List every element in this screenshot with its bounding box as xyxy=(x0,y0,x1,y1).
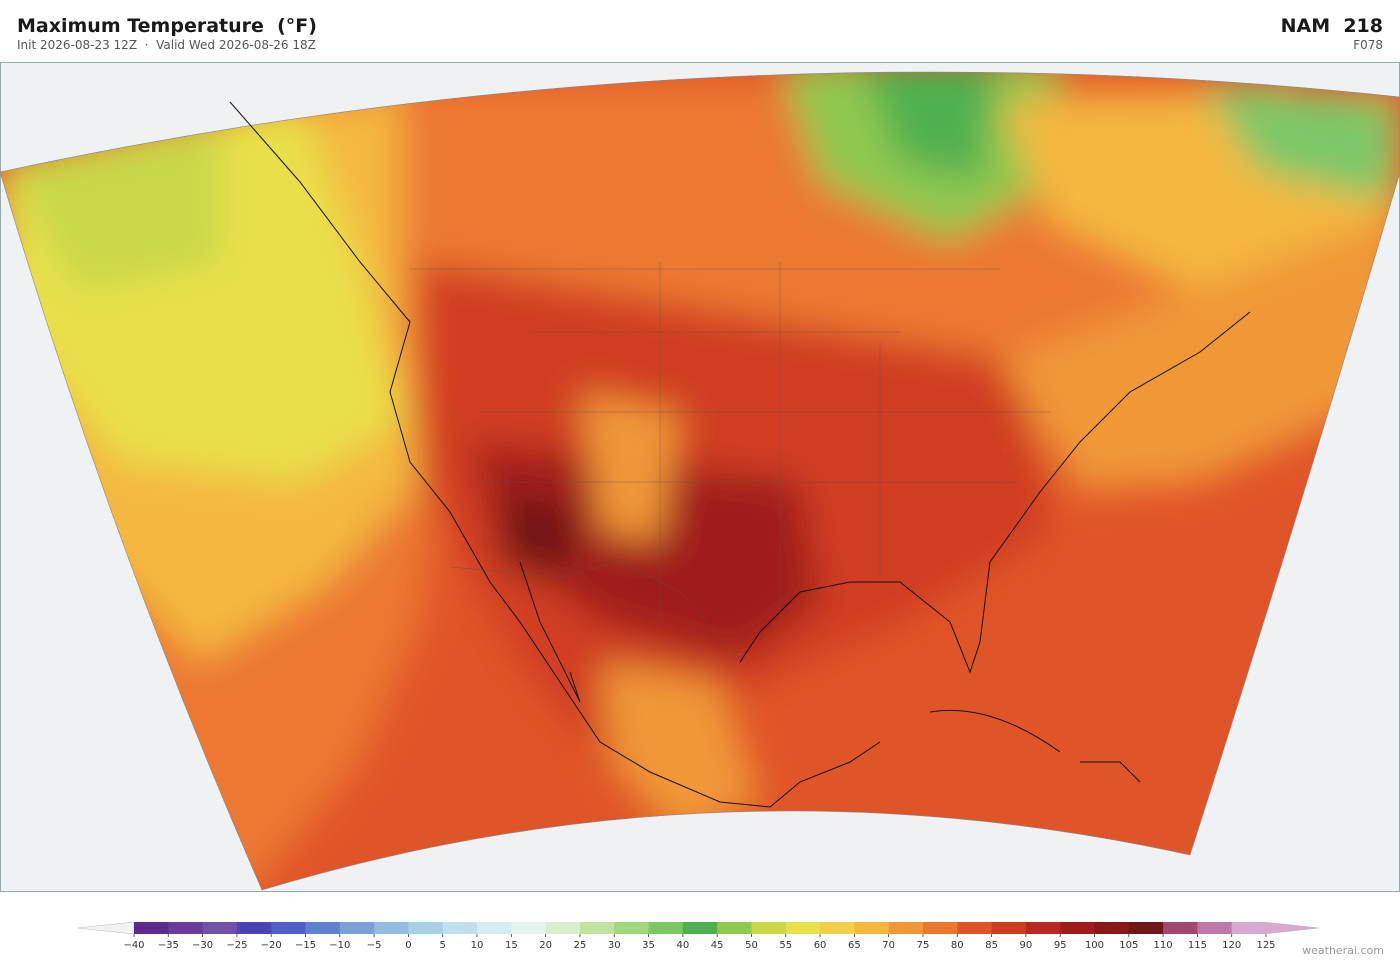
colorbar-tick-label: −35 xyxy=(158,940,179,951)
colorbar-swatch xyxy=(202,922,238,934)
colorbar-swatch xyxy=(271,922,307,934)
colorbar-swatch xyxy=(682,922,718,934)
colorbar-tick-label: 55 xyxy=(779,940,792,951)
colorbar-swatch xyxy=(785,922,821,934)
colorbar-swatch xyxy=(374,922,409,934)
colorbar-swatch xyxy=(1197,922,1233,934)
colorbar-tick-label: 60 xyxy=(814,940,827,951)
colorbar-swatch xyxy=(751,922,787,934)
colorbar-tick-label: 10 xyxy=(471,940,484,951)
colorbar-tick-label: −40 xyxy=(123,940,144,951)
colorbar-swatch xyxy=(408,922,444,934)
colorbar-swatch xyxy=(888,922,924,934)
colorbar-tick-label: 70 xyxy=(882,940,895,951)
colorbar-swatch xyxy=(442,922,478,934)
colorbar: −40 −35 −30 −25 −20 −15 −10 −5 0 5 10 15 20 25 30 35 40 4… xyxy=(77,921,1322,951)
colorbar-tick-label: 15 xyxy=(505,940,518,951)
colorbar-tick-label: 90 xyxy=(1020,940,1033,951)
coastlines xyxy=(229,101,1251,808)
colorbar-swatch xyxy=(991,922,1027,934)
colorbar-tick-label: 40 xyxy=(676,940,689,951)
colorbar-swatch xyxy=(1060,922,1095,934)
colorbar-tick-label: 120 xyxy=(1222,940,1241,951)
colorbar-tick-label: 45 xyxy=(711,940,724,951)
colorbar-tick-label: 75 xyxy=(917,940,930,951)
colorbar-tick-label: 0 xyxy=(405,940,411,951)
model-name: NAM 218 xyxy=(1280,15,1383,37)
colorbar-swatch xyxy=(957,922,993,934)
colorbar-tick-label: −30 xyxy=(192,940,213,951)
colorbar-over xyxy=(1266,922,1322,934)
colorbar-swatch xyxy=(1094,922,1130,934)
colorbar-tick-label: −20 xyxy=(261,940,282,951)
colorbar-swatch xyxy=(339,922,375,934)
colorbar-tick-label: 25 xyxy=(574,940,587,951)
colorbar-swatch xyxy=(305,922,341,934)
colorbar-tick-label: 5 xyxy=(440,940,446,951)
colorbar-swatch xyxy=(511,922,547,934)
colorbar-tick-label: 65 xyxy=(848,940,861,951)
colorbar-tick-label: −25 xyxy=(226,940,247,951)
colorbar-tick-label: 80 xyxy=(951,940,964,951)
colorbar-under xyxy=(77,921,135,935)
title: Maximum Temperature (°F) xyxy=(17,15,317,37)
forecast-hour: F078 xyxy=(1353,38,1383,52)
colorbar-tick-label: 100 xyxy=(1085,940,1104,951)
colorbar-tick-label: 95 xyxy=(1054,940,1067,951)
colorbar-swatch xyxy=(820,922,855,934)
subtitle: Init 2026-08-23 12Z · Valid Wed 2026-08-… xyxy=(17,38,316,52)
colorbar-tick-label: 125 xyxy=(1256,940,1275,951)
colorbar-tick-label: −15 xyxy=(295,940,316,951)
colorbar-swatch xyxy=(579,922,615,934)
colorbar-swatch xyxy=(236,922,272,934)
colorbar-swatch xyxy=(922,922,958,934)
colorbar-tick-label: 110 xyxy=(1154,940,1173,951)
colorbar-tick-label: 115 xyxy=(1188,940,1207,951)
colorbar-tick-label: 105 xyxy=(1119,940,1138,951)
colorbar-swatch xyxy=(1163,922,1198,934)
colorbar-swatch xyxy=(168,922,204,934)
colorbar-swatch xyxy=(1128,922,1164,934)
colorbar-tick-label: 50 xyxy=(745,940,758,951)
colorbar-swatch xyxy=(1231,922,1267,934)
borders xyxy=(410,262,1050,663)
colorbar-swatch xyxy=(545,922,581,934)
colorbar-tick-label: 35 xyxy=(642,940,655,951)
credit: weatherai.com xyxy=(1302,944,1384,957)
colorbar-swatch xyxy=(134,922,169,934)
map xyxy=(0,62,1400,892)
colorbar-tick-label: 30 xyxy=(608,940,621,951)
colorbar-swatch xyxy=(717,922,752,934)
colorbar-swatch xyxy=(1025,922,1061,934)
colorbar-swatch xyxy=(477,922,512,934)
domain-outline xyxy=(0,71,1400,891)
colorbar-tick-label: −10 xyxy=(329,940,350,951)
colorbar-swatch xyxy=(854,922,890,934)
colorbar-tick-label: −5 xyxy=(367,940,382,951)
colorbar-swatch xyxy=(614,922,650,934)
colorbar-swatch xyxy=(648,922,684,934)
colorbar-tick-label: 20 xyxy=(539,940,552,951)
colorbar-tick-label: 85 xyxy=(985,940,998,951)
